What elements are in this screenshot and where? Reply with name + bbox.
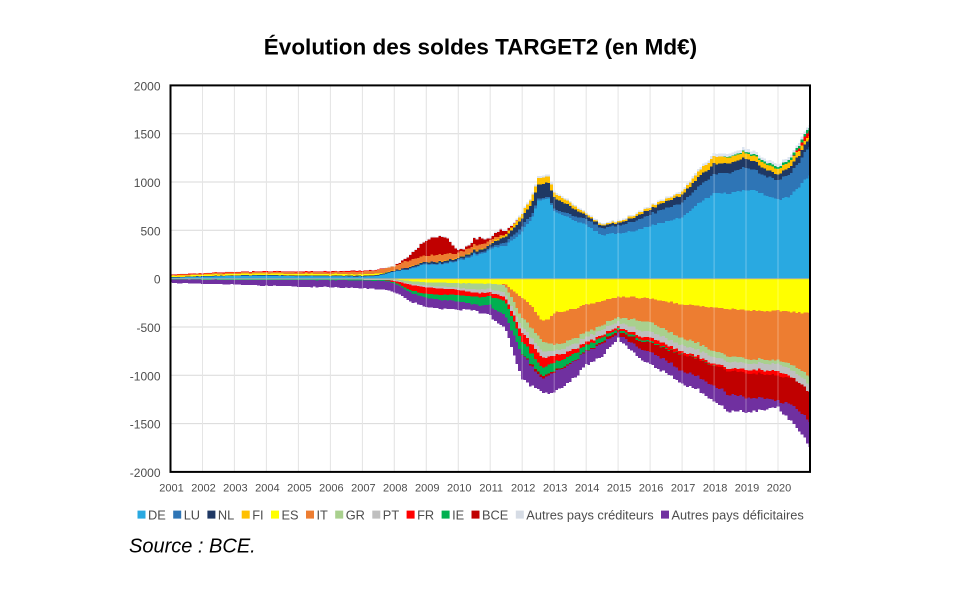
svg-text:-500: -500 [136,321,160,335]
svg-text:NL: NL [218,507,234,522]
svg-text:2015: 2015 [607,483,631,495]
svg-text:Évolution des soldes TARGET2 (: Évolution des soldes TARGET2 (en Md€) [264,35,697,60]
svg-text:2001: 2001 [159,483,183,495]
svg-text:2007: 2007 [351,483,375,495]
svg-text:IT: IT [317,507,329,522]
svg-text:2008: 2008 [383,483,407,495]
svg-text:FR: FR [417,507,434,522]
svg-text:2003: 2003 [223,483,247,495]
svg-text:ES: ES [282,507,299,522]
svg-text:2019: 2019 [735,483,759,495]
svg-text:BCE: BCE [482,507,508,522]
svg-text:2018: 2018 [703,483,727,495]
svg-text:2000: 2000 [134,79,161,93]
svg-text:2014: 2014 [575,483,599,495]
svg-text:DE: DE [148,507,166,522]
svg-text:LU: LU [184,507,200,522]
svg-text:2017: 2017 [671,483,695,495]
svg-text:1000: 1000 [134,176,161,190]
svg-text:0: 0 [154,273,161,287]
svg-text:2020: 2020 [767,483,791,495]
svg-text:Autres pays déficitaires: Autres pays déficitaires [672,507,804,522]
svg-text:Source : BCE.: Source : BCE. [129,536,256,558]
svg-text:Autres pays créditeurs: Autres pays créditeurs [526,507,653,522]
svg-text:2016: 2016 [639,483,663,495]
svg-text:1500: 1500 [134,128,161,142]
svg-text:-2000: -2000 [130,466,161,480]
svg-text:GR: GR [346,507,365,522]
svg-text:2011: 2011 [479,483,503,495]
svg-text:2004: 2004 [255,483,279,495]
svg-text:2013: 2013 [543,483,567,495]
svg-text:500: 500 [140,224,160,238]
svg-text:2012: 2012 [511,483,535,495]
svg-text:2005: 2005 [287,483,311,495]
svg-text:2002: 2002 [191,483,215,495]
svg-text:2010: 2010 [447,483,471,495]
svg-text:FI: FI [252,507,263,522]
svg-text:-1000: -1000 [130,369,161,383]
svg-text:-1500: -1500 [130,418,161,432]
svg-text:2006: 2006 [319,483,343,495]
svg-text:2009: 2009 [415,483,439,495]
svg-text:PT: PT [383,507,400,522]
svg-text:IE: IE [452,507,464,522]
